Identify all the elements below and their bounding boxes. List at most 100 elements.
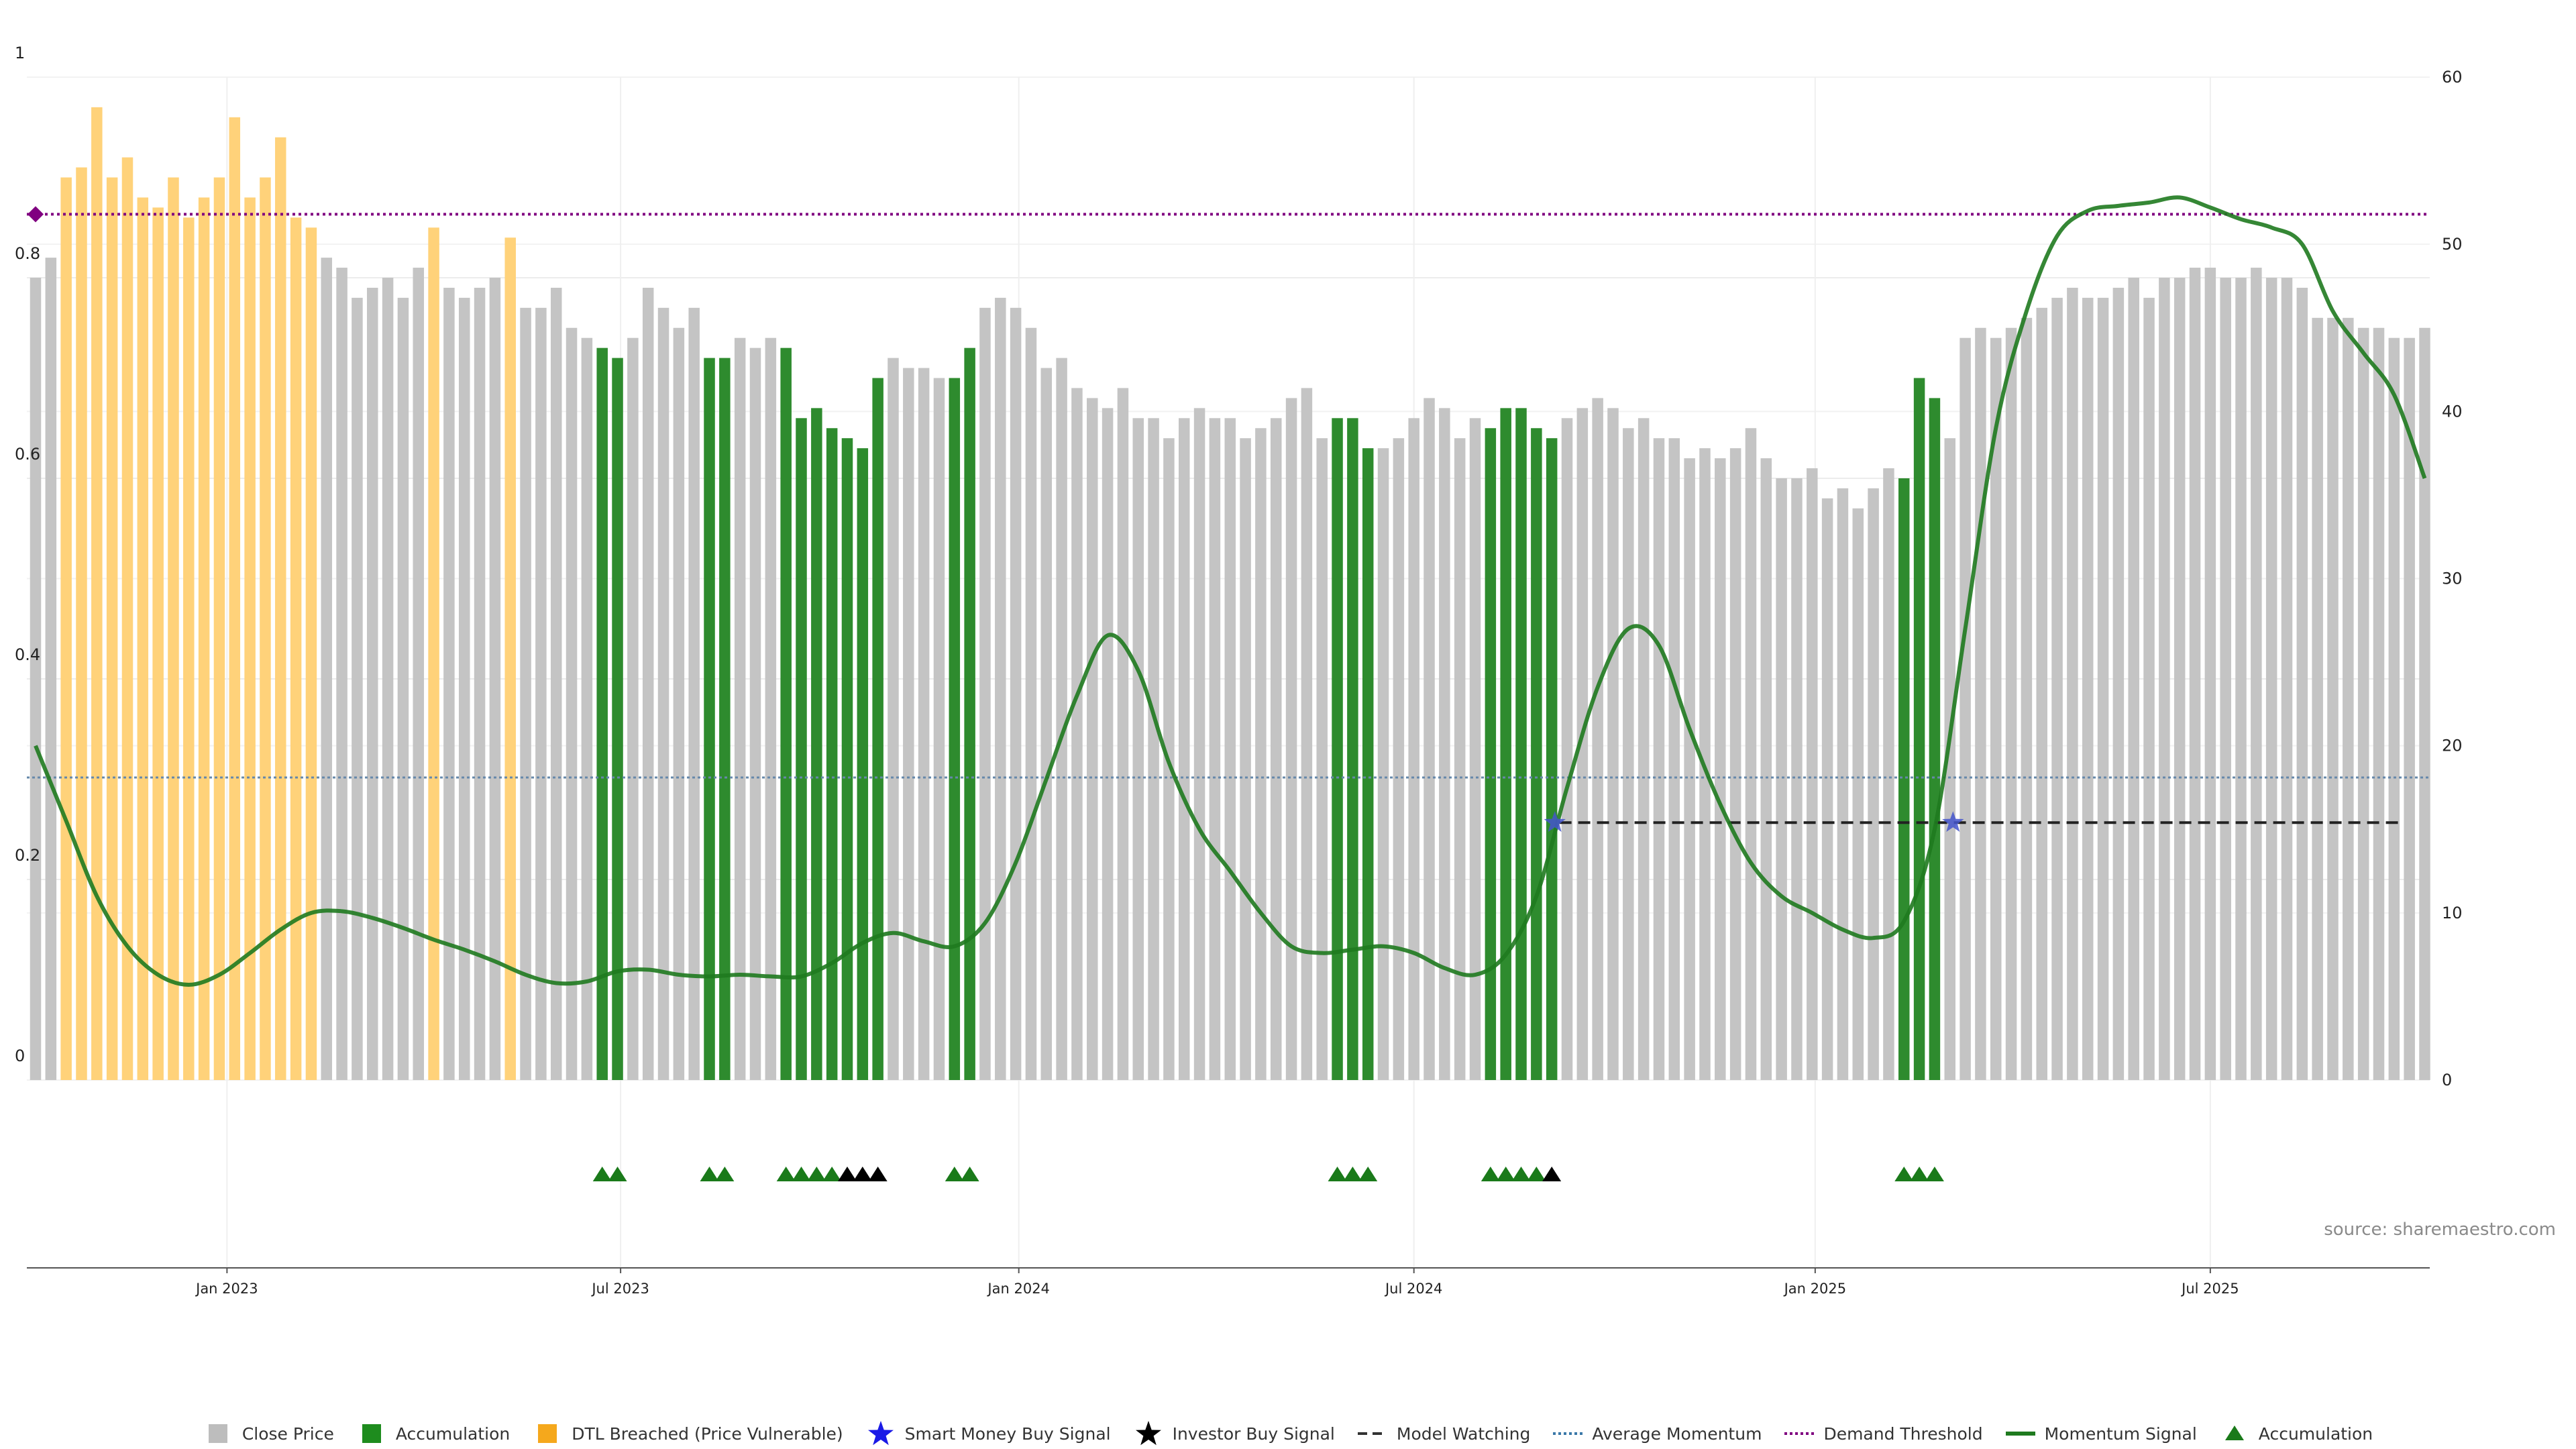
accumulation-triangle [1894, 1167, 1914, 1181]
accumulation-bar [826, 428, 838, 1080]
close-price-bar [918, 368, 930, 1080]
close-price-bar [2189, 268, 2201, 1080]
close-price-bar [2404, 337, 2415, 1081]
right-axis-tick-label: 10 [2442, 904, 2463, 922]
legend-label: Accumulation [2258, 1424, 2373, 1444]
legend-swatch [2224, 1426, 2244, 1440]
legend-swatch [867, 1421, 894, 1446]
legend-label: Close Price [241, 1424, 334, 1444]
investor-triangle [1542, 1167, 1562, 1181]
close-price-bar [2281, 278, 2293, 1080]
legend-label: Investor Buy Signal [1172, 1424, 1335, 1444]
accumulation-bar [1531, 428, 1542, 1080]
close-price-bar [2204, 268, 2216, 1080]
close-price-bar [1668, 438, 1680, 1080]
close-price-bar [1623, 428, 1634, 1080]
close-price-bar [1807, 468, 1818, 1080]
close-price-bar [2235, 278, 2247, 1080]
x-axis-tick-label: Jan 2025 [1783, 1281, 1847, 1297]
source-note: source: sharemaestro.com [2324, 1220, 2556, 1240]
accumulation-bar [780, 347, 792, 1080]
close-price-bar [1087, 398, 1098, 1080]
legend-item: Average Momentum [1553, 1419, 1762, 1448]
close-price-bar [1975, 327, 1986, 1080]
dtl-breached-bar [213, 177, 225, 1080]
accumulation-bar [811, 408, 822, 1080]
accumulation-bar [1347, 418, 1358, 1080]
accumulation-bar [1515, 408, 1527, 1080]
close-price-bar [2097, 297, 2109, 1080]
close-price-bar [2051, 297, 2063, 1080]
close-price-bar [1791, 478, 1803, 1080]
dtl-breached-bar [260, 177, 271, 1080]
close-price-bar [566, 327, 578, 1080]
accumulation-triangle [1511, 1167, 1531, 1181]
accumulation-triangle [1527, 1167, 1546, 1181]
close-price-bar [413, 268, 424, 1080]
momentum-signal-line [34, 195, 2427, 987]
accumulation-bar [1898, 478, 1910, 1080]
dtl-breached-bar [275, 137, 286, 1081]
close-price-bar [1408, 418, 1419, 1080]
accumulation-bar [596, 347, 608, 1080]
x-axis-tick-label: Jul 2023 [590, 1281, 649, 1297]
close-price-bar [979, 307, 991, 1081]
dtl-breached-bar [504, 237, 516, 1081]
close-price-bar [1469, 418, 1481, 1080]
close-price-bar [382, 278, 394, 1080]
close-price-bar [1071, 388, 1083, 1081]
dtl-breached-bar [76, 167, 87, 1080]
legend-label: Average Momentum [1592, 1424, 1762, 1444]
close-price-bar [489, 278, 501, 1080]
legend-swatch [208, 1424, 227, 1443]
signal-markers [592, 811, 1964, 1181]
accumulation-bar [872, 378, 883, 1080]
close-price-bar [1010, 307, 1022, 1081]
left-axis-tick-label: 1 [15, 44, 25, 62]
smart-money-buy-star [1544, 811, 1566, 832]
close-price-bar [1179, 418, 1190, 1080]
dtl-breached-bar [198, 197, 210, 1080]
close-price-bar [1056, 358, 1067, 1080]
accumulation-bar [1929, 398, 1941, 1080]
accumulation-bar [612, 358, 623, 1080]
dtl-breached-bar [137, 197, 149, 1080]
close-price-bar [1944, 438, 1955, 1080]
accumulation-triangle [945, 1167, 964, 1181]
close-price-bar [1561, 418, 1573, 1080]
left-axis-tick-label: 0.8 [15, 244, 40, 263]
accumulation-triangle [960, 1167, 979, 1181]
right-axis-tick-label: 60 [2442, 68, 2463, 87]
accumulation-triangle [1496, 1167, 1515, 1181]
close-price-bar [995, 297, 1006, 1080]
right-axis-tick-label: 40 [2442, 402, 2463, 421]
legend-item: Model Watching [1357, 1419, 1530, 1448]
close-price-bar [1025, 327, 1037, 1080]
dtl-breached-bar [305, 227, 317, 1080]
close-price-bar [2174, 278, 2186, 1080]
close-price-bar [1821, 498, 1833, 1080]
accumulation-triangle [792, 1167, 811, 1181]
close-price-bar [2128, 278, 2139, 1080]
close-price-bar [1285, 398, 1297, 1080]
close-price-bar [2388, 337, 2400, 1081]
close-price-bar [2005, 327, 2017, 1080]
close-price-bar [1439, 408, 1450, 1080]
close-price-bar [657, 307, 669, 1081]
legend-label: Demand Threshold [1823, 1424, 1983, 1444]
close-price-bar [1209, 418, 1221, 1080]
dtl-breached-bar [168, 177, 179, 1080]
legend-swatch [1357, 1432, 1387, 1435]
legend-swatch [362, 1424, 381, 1443]
close-price-bar [2327, 317, 2339, 1080]
close-price-bar [749, 347, 761, 1080]
legend-label: Smart Money Buy Signal [904, 1424, 1111, 1444]
close-price-bar [321, 258, 333, 1081]
close-price-bar [1316, 438, 1328, 1080]
dtl-breached-bar [183, 217, 195, 1080]
x-axis-tick-label: Jan 2023 [195, 1281, 258, 1297]
close-price-bar [1990, 337, 2002, 1081]
close-price-bar [443, 287, 455, 1081]
close-price-bar [1868, 488, 1879, 1080]
close-price-bar [2343, 317, 2354, 1080]
